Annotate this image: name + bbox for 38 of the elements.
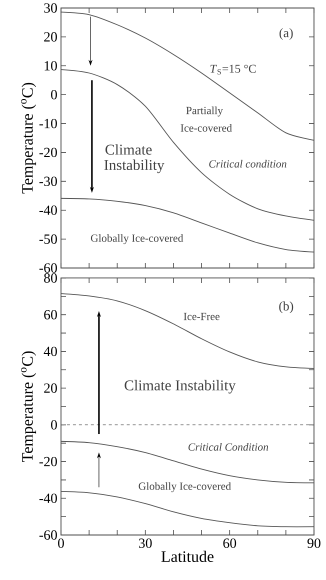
annotation: Partially — [186, 106, 223, 116]
annotation: Ice-Free — [184, 312, 220, 320]
annotation: Critical Condition — [188, 442, 268, 451]
x-tick-label: 0 — [58, 538, 64, 548]
annotation: Ice-covered — [180, 124, 232, 132]
y-tick-label: 0 — [51, 420, 57, 430]
y-tick-label: -40 — [39, 494, 57, 503]
y-tick-label: 30 — [44, 3, 57, 13]
x-tick-label: 90 — [307, 538, 320, 548]
y-tick-label: -20 — [39, 456, 57, 466]
y-tick-label: 40 — [44, 346, 57, 356]
annotation: T$_{S}$=15 °C — [210, 64, 256, 75]
y-tick-label: -30 — [39, 176, 57, 186]
y-tick-label: -50 — [39, 234, 57, 244]
annotation: Climate — [106, 144, 152, 155]
annotation: Instability — [104, 160, 164, 174]
y-tick-label: 20 — [44, 383, 57, 393]
y-tick-label: 60 — [44, 310, 57, 320]
x-axis-title: Latitude — [161, 550, 214, 562]
y-tick-label: -60 — [39, 263, 57, 273]
y-tick-label: 10 — [44, 61, 57, 70]
annotation: (a) — [280, 28, 293, 40]
annotation: Critical condition — [209, 160, 286, 168]
y-tick-label: 0 — [51, 90, 57, 100]
annotation: Climate Instability — [124, 380, 236, 394]
y-tick-label: -60 — [39, 530, 57, 540]
y-tick-label: 80 — [44, 273, 57, 283]
y-tick-label: 20 — [44, 32, 57, 42]
y-tick-label: -40 — [39, 206, 57, 215]
x-tick-label: 30 — [139, 538, 152, 548]
x-tick-label: 60 — [223, 538, 236, 548]
y-tick-label: -20 — [39, 148, 57, 158]
annotation: Globally Ice-covered — [90, 234, 184, 244]
annotation: (b) — [279, 301, 294, 314]
y-axis-title: Temperature ($^{o}$C) — [21, 82, 36, 194]
y-axis-title: Temperature ($^{o}$C) — [21, 351, 36, 462]
y-tick-label: -10 — [39, 118, 57, 128]
annotation: Globally Ice-covered — [138, 482, 231, 492]
